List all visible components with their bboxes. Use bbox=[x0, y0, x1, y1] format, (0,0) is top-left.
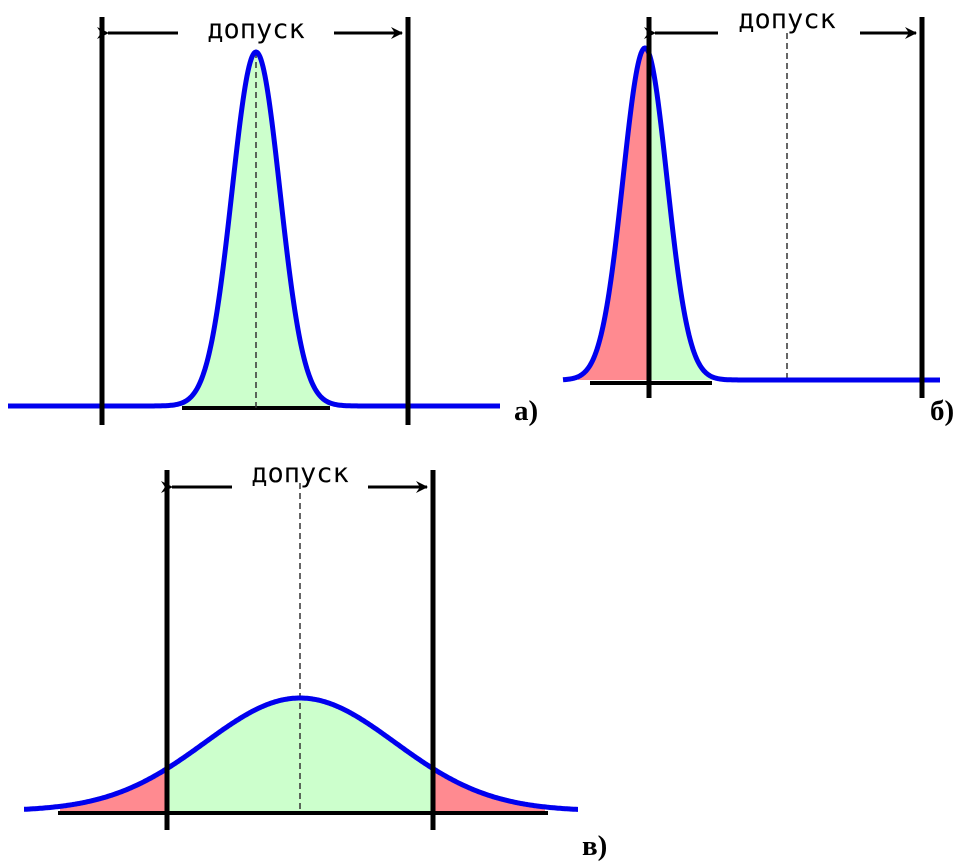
tolerance-label: допуск bbox=[207, 14, 305, 45]
curve-fill-inside bbox=[649, 53, 722, 381]
panel-label: в) bbox=[582, 830, 607, 862]
panel-b: допуск б) bbox=[562, 4, 954, 427]
panel-a: допуск а) bbox=[8, 14, 538, 427]
panel-label: а) bbox=[514, 395, 538, 427]
panel-v: допуск в) bbox=[24, 458, 607, 862]
curve-fill-outside bbox=[60, 768, 545, 811]
distribution-curve bbox=[24, 695, 578, 812]
curve-fill-inside bbox=[170, 52, 342, 406]
tolerance-label: допуск bbox=[251, 458, 349, 489]
distribution-curve bbox=[562, 45, 940, 383]
distribution-curve bbox=[8, 49, 500, 409]
curve-fill-outside bbox=[578, 48, 649, 380]
panel-label: б) bbox=[930, 395, 954, 427]
tolerance-label: допуск bbox=[738, 4, 836, 35]
